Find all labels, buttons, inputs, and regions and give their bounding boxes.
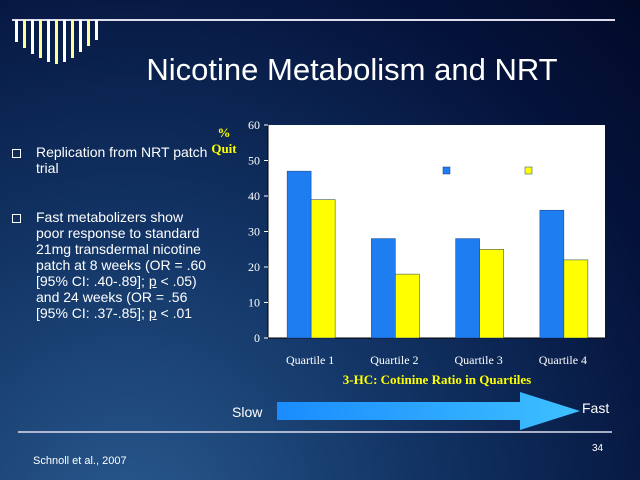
value-label: 47 xyxy=(294,155,306,166)
x-tick-label: Quartile 4 xyxy=(539,353,587,367)
value-label: 36 xyxy=(546,194,558,205)
y-tick-label: 20 xyxy=(248,260,260,274)
bar xyxy=(563,259,589,339)
y-tick-label: 50 xyxy=(248,154,260,168)
bullet-text: p xyxy=(148,305,157,321)
slow-fast-arrow xyxy=(277,392,580,430)
decoration xyxy=(12,19,615,433)
bullet-text: p xyxy=(148,273,157,289)
bar xyxy=(286,170,312,339)
value-label: 28 xyxy=(462,223,474,234)
bar xyxy=(395,273,420,339)
citation: Schnoll et al., 2007 xyxy=(33,455,127,467)
slide-title: Nicotine Metabolism and NRT xyxy=(146,52,557,87)
bullet-text: Fast metabolizers show poor response to … xyxy=(36,209,207,289)
x-tick-label: Quartile 1 xyxy=(286,353,334,367)
x-axis-label: 3-HC: Cotinine Ratio in Quartiles xyxy=(343,372,532,387)
y-tick-label: 40 xyxy=(248,189,260,203)
bar xyxy=(310,199,336,339)
page-number: 34 xyxy=(592,443,604,454)
value-label: 28 xyxy=(378,223,390,234)
y-tick-label: 10 xyxy=(248,296,260,310)
y-tick-label: 30 xyxy=(248,225,260,239)
bar xyxy=(455,238,480,339)
bullet: Replication from NRT patch trial xyxy=(36,144,216,176)
legend-label: 24-weeks xyxy=(534,165,582,177)
x-tick-label: Quartile 2 xyxy=(370,353,418,367)
value-label: 18 xyxy=(402,258,414,269)
bar xyxy=(539,209,565,339)
bullet-text: < .05) and 24 weeks (OR = .56 [95% CI: .… xyxy=(36,273,197,321)
bar xyxy=(479,249,504,339)
legend-label: 8-weeks xyxy=(452,165,493,177)
value-label: 25 xyxy=(486,233,498,244)
y-tick-label: 0 xyxy=(254,331,260,345)
bar xyxy=(371,238,396,339)
arrow-end: Fast xyxy=(582,400,609,416)
bullet-marker xyxy=(12,214,21,223)
bullet-marker xyxy=(12,149,21,158)
legend-swatch xyxy=(442,166,451,175)
y-tick-label: 60 xyxy=(248,118,260,132)
legend-swatch xyxy=(524,166,533,175)
arrow-start: Slow xyxy=(232,404,263,420)
y-axis-label: % Quit xyxy=(211,125,237,156)
chart: 0 10 20 30 40 50 60 Quartile 1 47 39 Quartile 2 28 1… xyxy=(248,118,605,387)
bullet: Fast metabolizers show poor response to … xyxy=(36,209,214,321)
bullet-text: Replication from NRT patch trial xyxy=(36,144,208,176)
value-label: 39 xyxy=(318,184,330,195)
bullet-text: < .01 xyxy=(156,305,193,321)
value-label: 22 xyxy=(570,244,582,255)
x-tick-label: Quartile 3 xyxy=(454,353,502,367)
